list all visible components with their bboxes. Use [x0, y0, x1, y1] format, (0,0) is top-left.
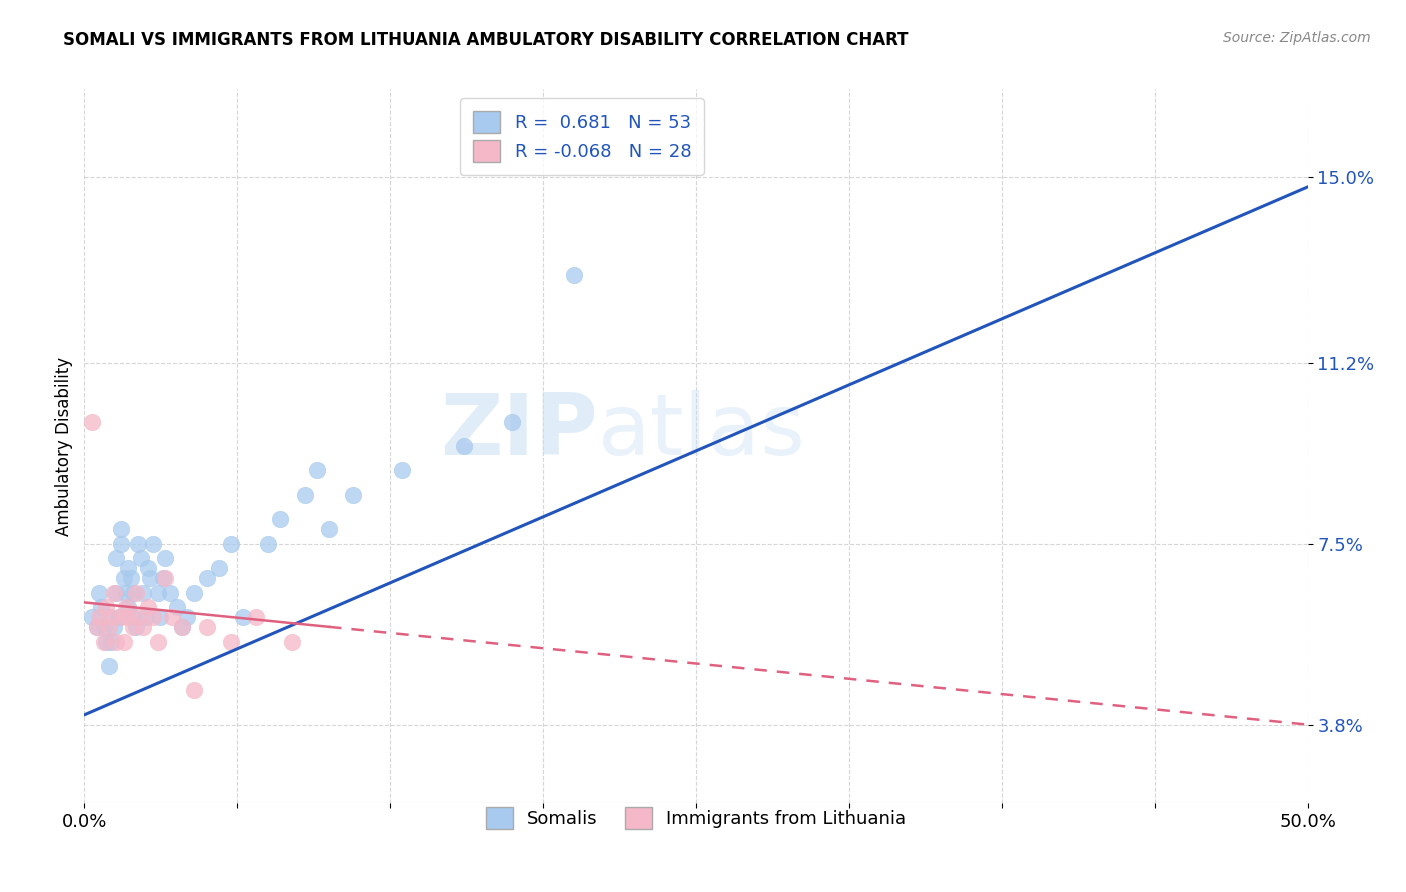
Point	[110, 610, 132, 624]
Point	[112, 634, 135, 648]
Point	[120, 571, 142, 585]
Point	[153, 571, 176, 585]
Point	[117, 600, 139, 615]
Point	[219, 537, 242, 551]
Point	[135, 610, 157, 624]
Point	[176, 610, 198, 624]
Point	[318, 522, 340, 536]
Point	[115, 585, 138, 599]
Point	[257, 537, 280, 551]
Point	[93, 620, 115, 634]
Point	[166, 600, 188, 615]
Point	[269, 512, 291, 526]
Point	[110, 537, 132, 551]
Point	[208, 561, 231, 575]
Point	[195, 620, 218, 634]
Y-axis label: Ambulatory Disability: Ambulatory Disability	[55, 357, 73, 535]
Point	[86, 620, 108, 634]
Point	[162, 610, 184, 624]
Point	[342, 488, 364, 502]
Point	[103, 620, 125, 634]
Point	[172, 620, 194, 634]
Point	[142, 610, 165, 624]
Point	[90, 600, 112, 615]
Point	[146, 585, 169, 599]
Point	[97, 610, 120, 624]
Legend: Somalis, Immigrants from Lithuania: Somalis, Immigrants from Lithuania	[471, 793, 921, 844]
Point	[115, 600, 138, 615]
Point	[294, 488, 316, 502]
Point	[232, 610, 254, 624]
Point	[219, 634, 242, 648]
Point	[172, 620, 194, 634]
Point	[125, 585, 148, 599]
Point	[127, 610, 149, 624]
Point	[107, 610, 129, 624]
Point	[125, 620, 148, 634]
Point	[153, 551, 176, 566]
Point	[97, 659, 120, 673]
Point	[110, 522, 132, 536]
Point	[122, 620, 145, 634]
Point	[142, 537, 165, 551]
Point	[183, 585, 205, 599]
Text: SOMALI VS IMMIGRANTS FROM LITHUANIA AMBULATORY DISABILITY CORRELATION CHART: SOMALI VS IMMIGRANTS FROM LITHUANIA AMBU…	[63, 31, 908, 49]
Point	[122, 610, 145, 624]
Point	[132, 620, 155, 634]
Point	[195, 571, 218, 585]
Point	[562, 268, 585, 282]
Point	[127, 537, 149, 551]
Text: Source: ZipAtlas.com: Source: ZipAtlas.com	[1223, 31, 1371, 45]
Point	[96, 634, 118, 648]
Point	[117, 610, 139, 624]
Point	[136, 600, 159, 615]
Point	[183, 683, 205, 698]
Point	[117, 561, 139, 575]
Point	[159, 585, 181, 599]
Point	[87, 585, 110, 599]
Text: atlas: atlas	[598, 390, 806, 474]
Point	[105, 585, 128, 599]
Point	[502, 415, 524, 429]
Point	[105, 634, 128, 648]
Point	[86, 620, 108, 634]
Point	[152, 571, 174, 585]
Point	[146, 634, 169, 648]
Point	[100, 634, 122, 648]
Point	[96, 600, 118, 615]
Point	[245, 610, 267, 624]
Point	[105, 551, 128, 566]
Point	[80, 415, 103, 429]
Point	[305, 463, 328, 477]
Point	[80, 610, 103, 624]
Point	[100, 610, 122, 624]
Point	[132, 585, 155, 599]
Point	[129, 551, 152, 566]
Point	[112, 571, 135, 585]
Point	[139, 571, 162, 585]
Point	[391, 463, 413, 477]
Point	[97, 620, 120, 634]
Point	[149, 610, 172, 624]
Point	[453, 439, 475, 453]
Point	[281, 634, 304, 648]
Text: ZIP: ZIP	[440, 390, 598, 474]
Point	[93, 634, 115, 648]
Point	[103, 585, 125, 599]
Point	[122, 585, 145, 599]
Point	[136, 561, 159, 575]
Point	[87, 610, 110, 624]
